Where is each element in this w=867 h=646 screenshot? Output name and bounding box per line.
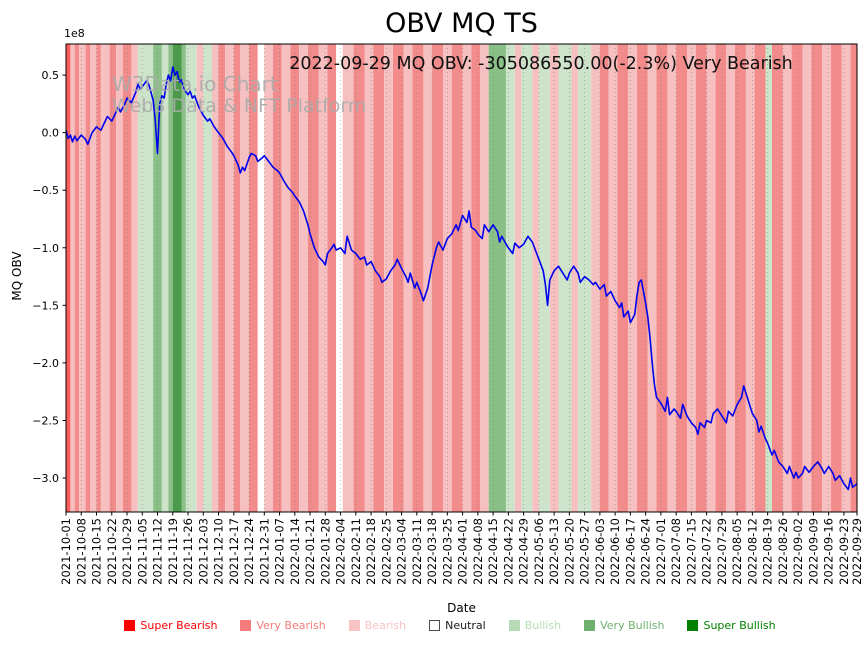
svg-text:−2.0: −2.0: [32, 357, 59, 370]
svg-text:2022-09-09: 2022-09-09: [806, 518, 820, 585]
neutral-swatch-icon: [429, 620, 441, 631]
svg-text:2022-06-24: 2022-06-24: [639, 518, 653, 585]
svg-text:2022-07-01: 2022-07-01: [654, 518, 668, 585]
watermark-line2: Web3 Data & NFT Platform: [112, 95, 367, 117]
svg-text:2022-08-12: 2022-08-12: [745, 518, 759, 585]
svg-text:2022-04-08: 2022-04-08: [471, 518, 485, 585]
svg-text:2022-04-22: 2022-04-22: [501, 518, 515, 585]
legend: Super Bearish Very Bearish Bearish Neutr…: [50, 619, 850, 632]
svg-text:2021-12-03: 2021-12-03: [196, 518, 210, 585]
svg-text:2022-04-29: 2022-04-29: [517, 518, 531, 585]
svg-text:2022-05-20: 2022-05-20: [562, 518, 576, 585]
svg-text:2021-11-26: 2021-11-26: [181, 518, 195, 585]
svg-text:2022-09-23: 2022-09-23: [837, 518, 851, 585]
svg-text:2021-11-12: 2021-11-12: [151, 518, 165, 585]
svg-text:2021-10-08: 2021-10-08: [74, 518, 88, 585]
svg-text:−3.0: −3.0: [32, 472, 59, 485]
svg-text:2022-03-25: 2022-03-25: [440, 518, 454, 585]
svg-text:2022-07-22: 2022-07-22: [700, 518, 714, 585]
svg-text:2022-09-16: 2022-09-16: [822, 518, 836, 585]
legend-label: Bearish: [364, 619, 407, 632]
svg-text:−1.0: −1.0: [32, 242, 59, 255]
legend-item-neutral: Neutral: [429, 619, 486, 632]
svg-text:2021-10-15: 2021-10-15: [90, 518, 104, 585]
bullish-swatch-icon: [508, 620, 520, 631]
legend-label: Very Bullish: [600, 619, 665, 632]
svg-text:2022-07-15: 2022-07-15: [684, 518, 698, 585]
svg-text:−1.5: −1.5: [32, 299, 59, 312]
bearish-swatch-icon: [348, 620, 360, 631]
svg-text:2022-03-11: 2022-03-11: [410, 518, 424, 585]
svg-text:2022-01-28: 2022-01-28: [318, 518, 332, 585]
svg-text:2021-12-31: 2021-12-31: [257, 518, 271, 585]
svg-text:2021-11-05: 2021-11-05: [135, 518, 149, 585]
y-axis-label: MQ OBV: [10, 251, 24, 301]
svg-text:2021-10-22: 2021-10-22: [105, 518, 119, 585]
legend-item-very-bearish: Very Bearish: [240, 619, 326, 632]
svg-text:2022-01-07: 2022-01-07: [273, 518, 287, 585]
svg-text:2022-01-14: 2022-01-14: [288, 518, 302, 585]
svg-text:2021-12-10: 2021-12-10: [212, 518, 226, 585]
svg-text:2022-09-29: 2022-09-29: [850, 518, 864, 585]
svg-text:2022-02-18: 2022-02-18: [364, 518, 378, 585]
svg-text:2022-02-25: 2022-02-25: [379, 518, 393, 585]
very-bearish-swatch-icon: [240, 620, 252, 631]
svg-text:2022-05-13: 2022-05-13: [547, 518, 561, 585]
svg-text:2022-08-05: 2022-08-05: [730, 518, 744, 585]
svg-text:2022-04-01: 2022-04-01: [456, 518, 470, 585]
svg-text:2022-04-15: 2022-04-15: [486, 518, 500, 585]
svg-text:2021-12-24: 2021-12-24: [242, 518, 256, 585]
svg-text:2022-06-10: 2022-06-10: [608, 518, 622, 585]
svg-text:2021-10-01: 2021-10-01: [59, 518, 73, 585]
svg-text:2021-11-19: 2021-11-19: [166, 518, 180, 585]
svg-text:2022-02-11: 2022-02-11: [349, 518, 363, 585]
legend-label: Super Bearish: [140, 619, 218, 632]
svg-text:−2.5: −2.5: [32, 414, 59, 427]
legend-item-bullish: Bullish: [508, 619, 562, 632]
legend-item-super-bearish: Super Bearish: [124, 619, 217, 632]
watermark-line1: W3Data.io Chart: [112, 72, 278, 96]
svg-text:2022-03-18: 2022-03-18: [425, 518, 439, 585]
svg-text:2022-06-17: 2022-06-17: [623, 518, 637, 585]
svg-text:0.5: 0.5: [42, 69, 60, 82]
legend-label: Bullish: [524, 619, 562, 632]
svg-text:2021-12-17: 2021-12-17: [227, 518, 241, 585]
svg-text:2022-05-27: 2022-05-27: [578, 518, 592, 585]
svg-text:2022-02-04: 2022-02-04: [334, 518, 348, 585]
legend-item-very-bullish: Very Bullish: [584, 619, 664, 632]
legend-label: Very Bearish: [256, 619, 326, 632]
svg-text:2021-10-29: 2021-10-29: [120, 518, 134, 585]
legend-item-super-bullish: Super Bullish: [687, 619, 776, 632]
svg-text:2022-07-08: 2022-07-08: [669, 518, 683, 585]
very-bullish-swatch-icon: [584, 620, 596, 631]
chart-title: OBV MQ TS: [385, 8, 538, 39]
svg-text:1e8: 1e8: [64, 27, 85, 40]
svg-text:2022-06-03: 2022-06-03: [593, 518, 607, 585]
svg-text:2022-08-19: 2022-08-19: [761, 518, 775, 585]
legend-item-bearish: Bearish: [348, 619, 407, 632]
chart-subtitle: 2022-09-29 MQ OBV: -305086550.00(-2.3%) …: [289, 54, 793, 74]
svg-text:2022-07-29: 2022-07-29: [715, 518, 729, 585]
svg-text:2022-05-06: 2022-05-06: [532, 518, 546, 585]
svg-text:2022-01-21: 2022-01-21: [303, 518, 317, 585]
svg-text:0.0: 0.0: [42, 127, 60, 140]
svg-text:2022-09-02: 2022-09-02: [791, 518, 805, 585]
svg-text:2022-03-04: 2022-03-04: [395, 518, 409, 585]
svg-text:2022-08-26: 2022-08-26: [776, 518, 790, 585]
super-bearish-swatch-icon: [124, 620, 136, 631]
svg-text:−0.5: −0.5: [32, 184, 59, 197]
super-bullish-swatch-icon: [687, 620, 699, 631]
legend-label: Super Bullish: [703, 619, 776, 632]
legend-label: Neutral: [445, 619, 486, 632]
x-axis-label: Date: [447, 601, 476, 615]
